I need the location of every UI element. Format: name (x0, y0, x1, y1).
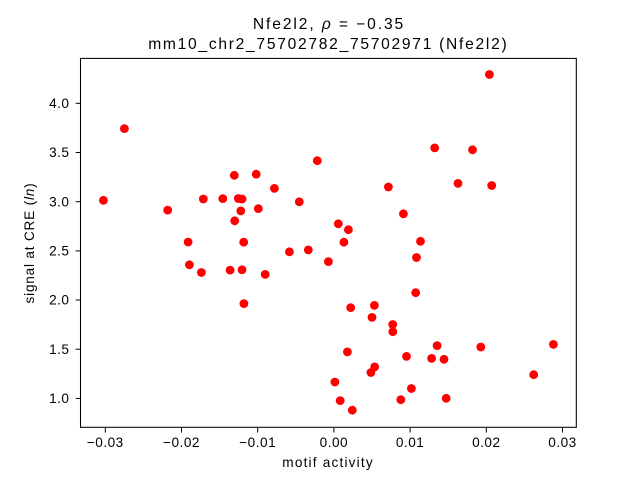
svg-text:3.0: 3.0 (49, 194, 69, 209)
svg-text:2.0: 2.0 (49, 293, 69, 308)
svg-text:1.0: 1.0 (49, 391, 69, 406)
svg-text:−0.03: −0.03 (87, 435, 124, 450)
svg-text:0.00: 0.00 (320, 435, 348, 450)
svg-text:0.03: 0.03 (548, 435, 576, 450)
svg-text:−0.02: −0.02 (163, 435, 200, 450)
svg-text:3.5: 3.5 (49, 145, 69, 160)
svg-text:motif activity: motif activity (282, 455, 374, 470)
svg-text:0.01: 0.01 (396, 435, 424, 450)
svg-text:mm10_chr2_75702782_75702971 (N: mm10_chr2_75702782_75702971 (Nfe2l2) (148, 36, 508, 53)
svg-text:4.0: 4.0 (49, 96, 69, 111)
svg-text:signal at CRE (ln): signal at CRE (ln) (22, 183, 37, 304)
svg-text:2.5: 2.5 (49, 244, 69, 259)
svg-text:−0.01: −0.01 (239, 435, 276, 450)
svg-text:1.5: 1.5 (49, 342, 69, 357)
svg-text:Nfe2l2, ρ = −0.35: Nfe2l2, ρ = −0.35 (253, 16, 405, 33)
svg-text:0.02: 0.02 (472, 435, 500, 450)
